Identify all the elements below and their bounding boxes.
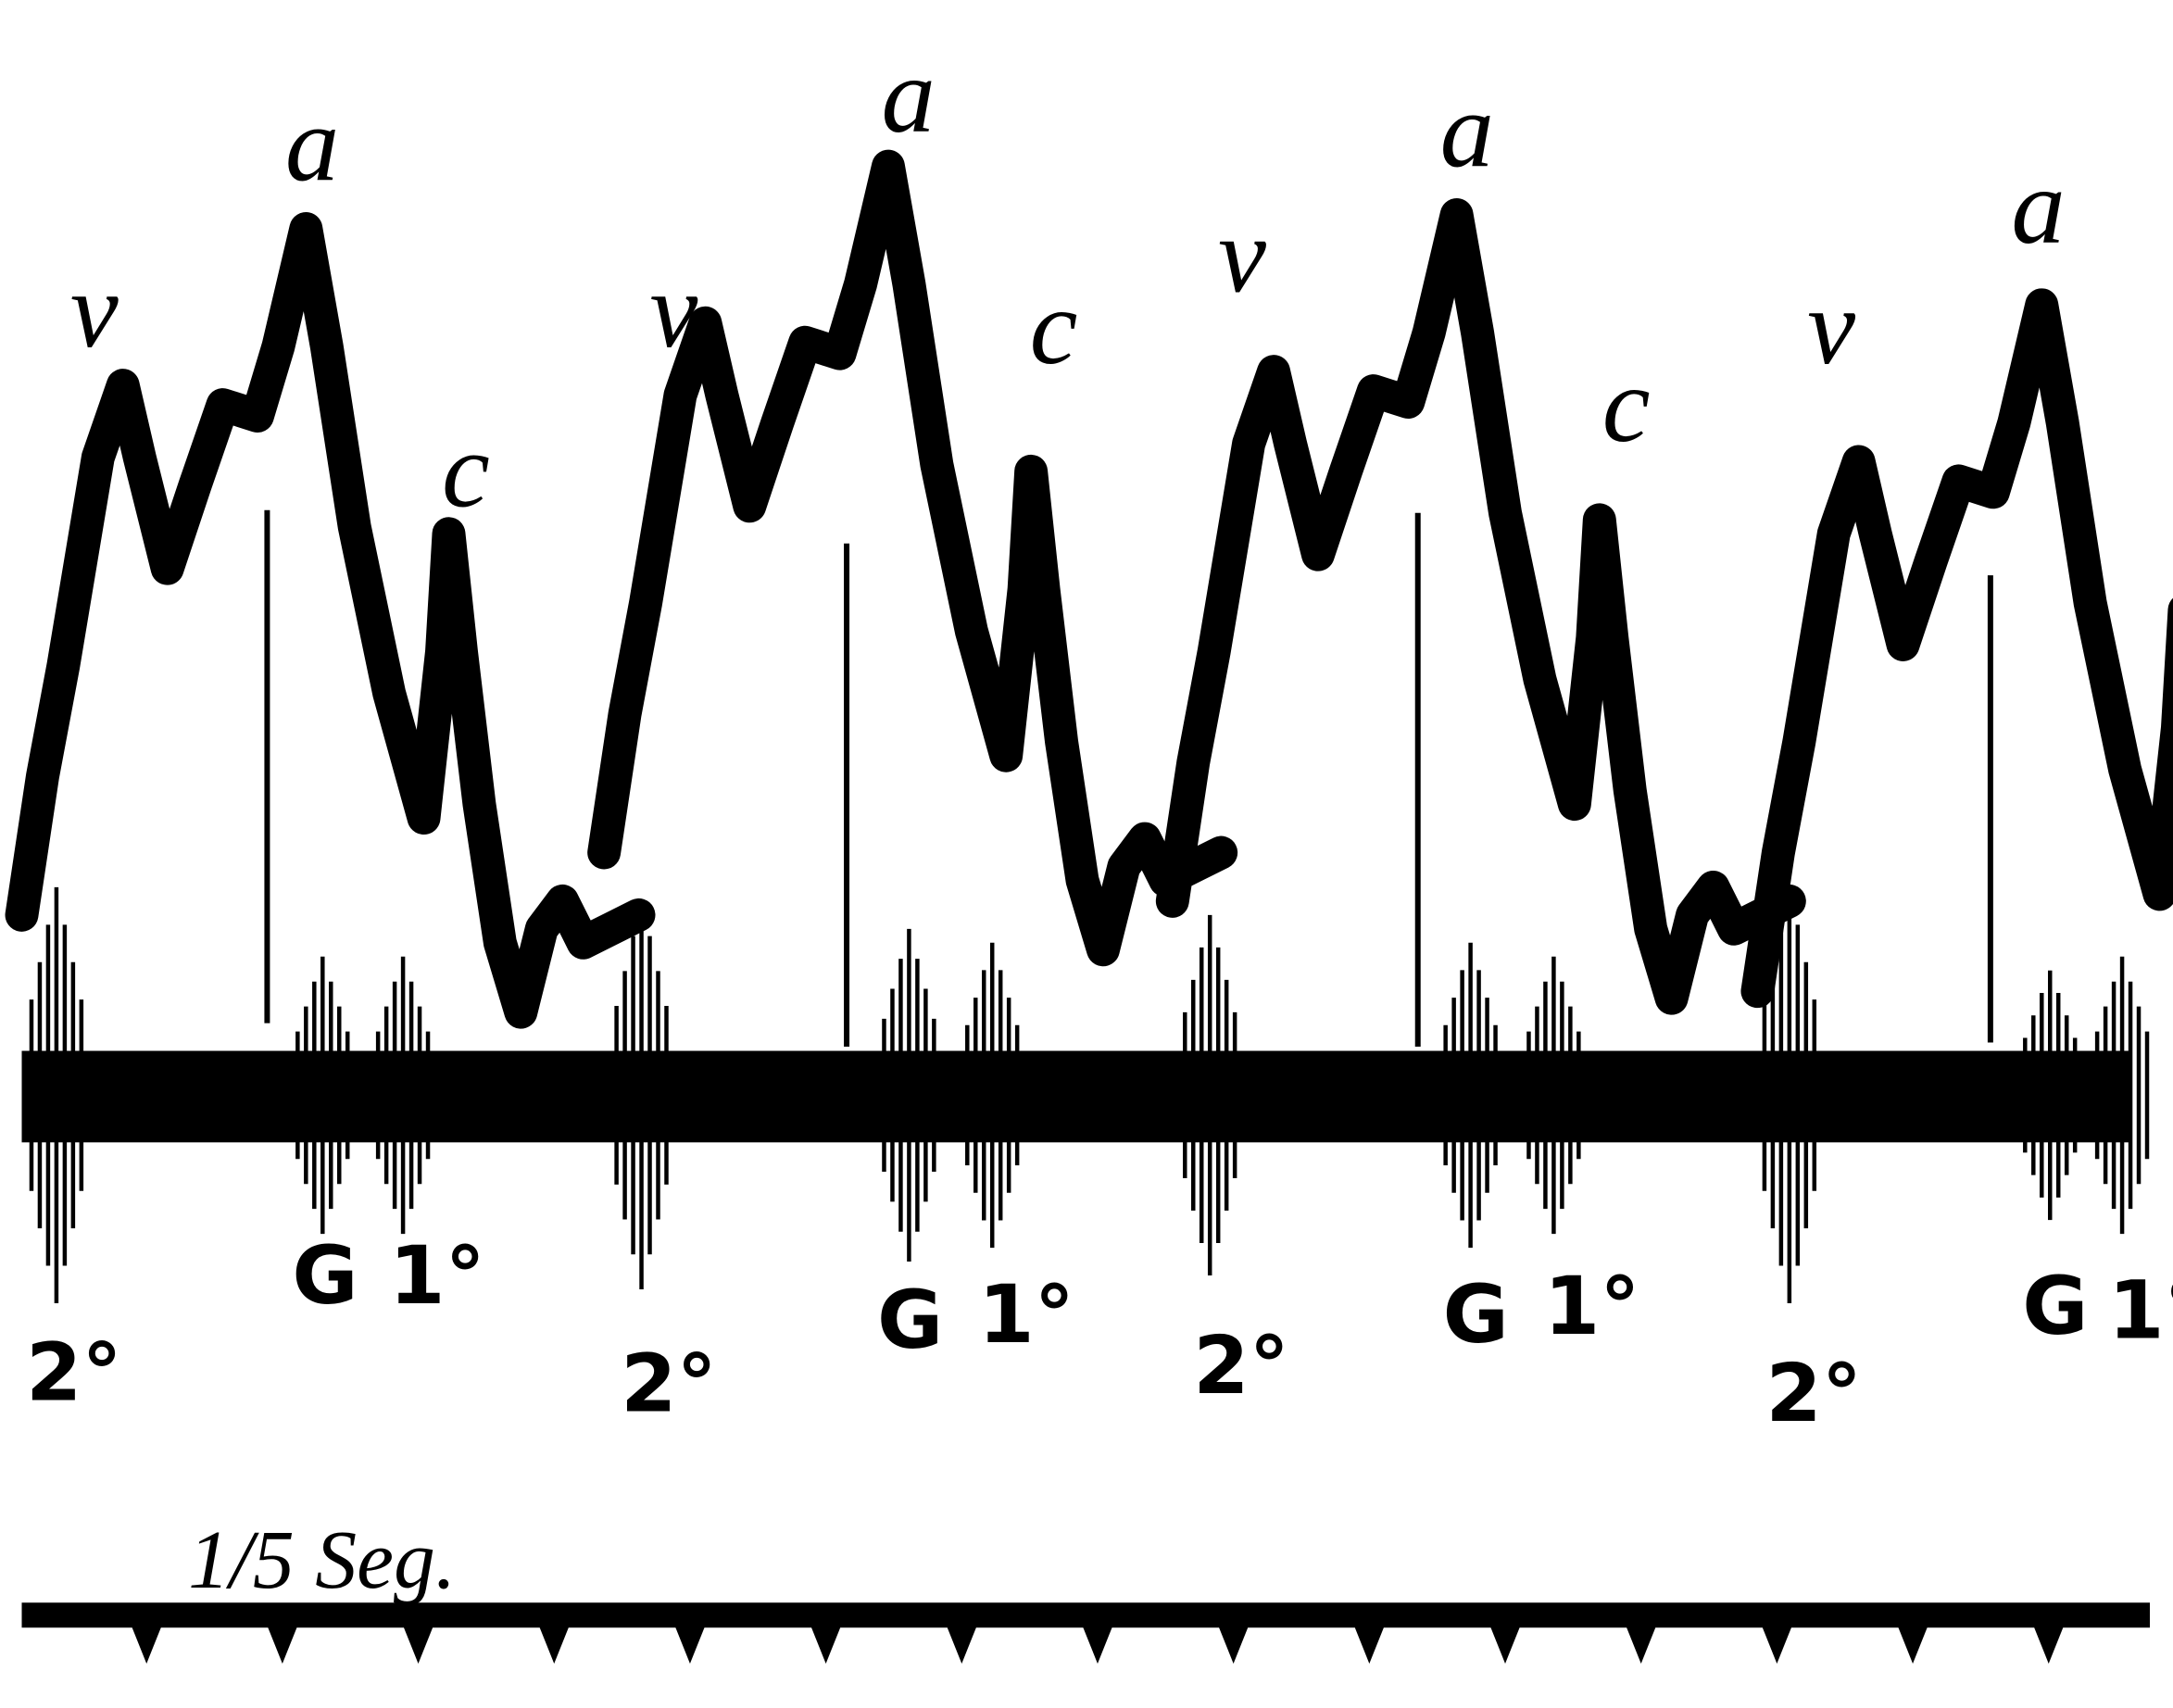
label-c: c (1602, 345, 1651, 465)
time-tick (537, 1622, 572, 1664)
time-tick (1216, 1622, 1250, 1664)
label-G: G (2022, 1260, 2088, 1353)
label-c: c (442, 410, 490, 530)
time-tick (672, 1622, 707, 1664)
marker-lines (264, 509, 1993, 1048)
label-G: G (1443, 1268, 1509, 1362)
time-tick (1896, 1622, 1930, 1664)
label-second-sound: 2° (1765, 1347, 1862, 1440)
time-tick (1488, 1622, 1522, 1664)
label-G: G (877, 1274, 943, 1367)
time-tick (2031, 1622, 2066, 1664)
label-G: G (292, 1229, 358, 1323)
time-scale-label: 1/5 Seg. (188, 1514, 456, 1606)
time-tick (1081, 1622, 1114, 1664)
heart-sound-bursts (29, 886, 2150, 1303)
time-ticks (130, 1622, 2066, 1664)
time-tick (945, 1622, 979, 1664)
label-a: a (285, 85, 339, 205)
label-v: v (1807, 268, 1855, 387)
time-tick (130, 1622, 164, 1664)
time-tick (1760, 1622, 1794, 1664)
time-tick (1624, 1622, 1658, 1664)
label-first-sound: 1° (1544, 1260, 1640, 1353)
time-tick (809, 1622, 843, 1664)
label-v: v (650, 251, 698, 370)
label-second-sound: 2° (1193, 1319, 1289, 1413)
label-first-sound: 1° (389, 1229, 485, 1323)
label-a: a (2011, 147, 2065, 267)
label-second-sound: 2° (26, 1326, 122, 1420)
time-tick (401, 1622, 435, 1664)
time-tick (265, 1622, 299, 1664)
label-a: a (881, 36, 935, 156)
label-v: v (1218, 195, 1266, 315)
label-first-sound: 1° (2108, 1263, 2173, 1357)
label-v: v (70, 251, 119, 370)
label-a: a (1440, 71, 1494, 191)
label-c: c (1030, 268, 1078, 387)
label-second-sound: 2° (621, 1338, 717, 1431)
time-tick (1352, 1622, 1387, 1664)
heart-sound-trace (21, 1050, 2129, 1143)
label-first-sound: 1° (978, 1268, 1074, 1362)
